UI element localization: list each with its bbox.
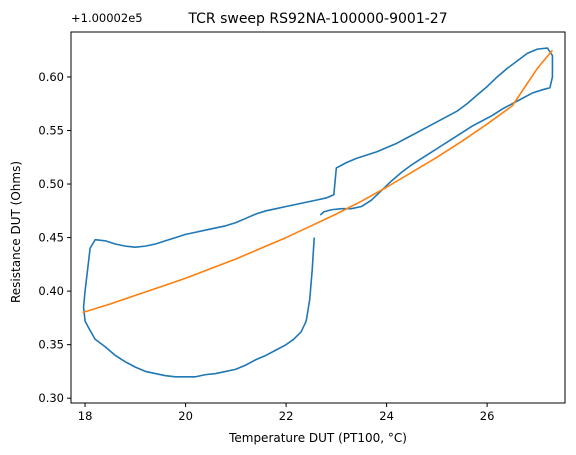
x-tick-label: 20 xyxy=(178,409,193,423)
y-axis-label: Resistance DUT (Ohms) xyxy=(9,161,23,303)
x-axis: 18 20 22 24 26 xyxy=(78,403,495,423)
y-tick-label: 0.55 xyxy=(38,124,64,138)
chart-title: TCR sweep RS92NA-100000-9001-27 xyxy=(187,11,447,27)
x-tick-label: 18 xyxy=(78,409,93,423)
y-tick-label: 0.50 xyxy=(38,177,64,191)
y-axis: 0.30 0.35 0.40 0.45 0.50 0.55 0.60 xyxy=(38,70,71,405)
y-tick-label: 0.45 xyxy=(38,231,64,245)
x-tick-label: 24 xyxy=(379,409,394,423)
fit-series-line xyxy=(82,49,554,314)
y-tick-label: 0.35 xyxy=(38,338,64,352)
measured-series-line xyxy=(82,47,554,378)
y-tick-label: 0.30 xyxy=(38,391,64,405)
plot-frame xyxy=(70,31,566,404)
x-axis-label: Temperature DUT (PT100, °C) xyxy=(228,431,407,445)
series-layer xyxy=(82,47,554,378)
x-tick-label: 22 xyxy=(279,409,294,423)
x-tick-label: 26 xyxy=(480,409,495,423)
y-tick-label: 0.40 xyxy=(38,284,64,298)
y-tick-label: 0.60 xyxy=(38,70,64,84)
y-offset-text: +1.00002e5 xyxy=(71,11,143,25)
